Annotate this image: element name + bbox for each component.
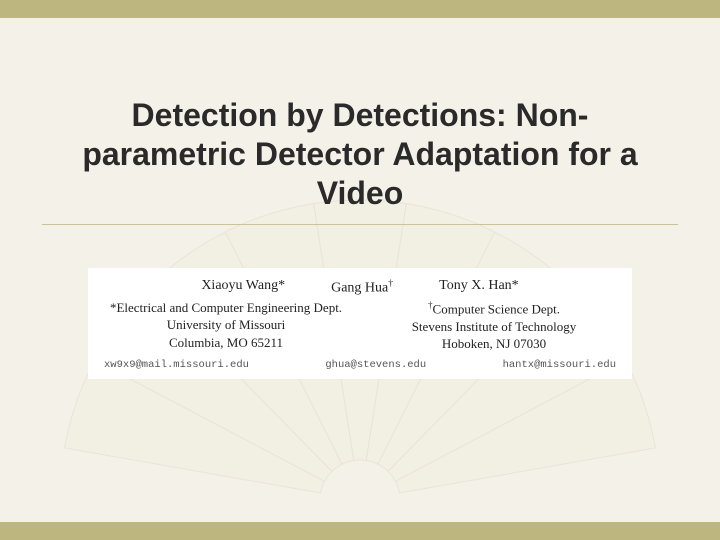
affiliation-left: *Electrical and Computer Engineering Dep… [100,299,360,353]
author-name: Tony X. Han* [439,278,519,297]
title-container: Detection by Detections: Non-parametric … [0,96,720,213]
author-email: ghua@stevens.edu [325,359,426,371]
affiliations-row: *Electrical and Computer Engineering Dep… [100,299,620,353]
top-accent-bar [0,0,720,18]
author-name: Xiaoyu Wang* [201,278,285,297]
authors-box: Xiaoyu Wang* Gang Hua† Tony X. Han* *Ele… [88,268,632,379]
author-names-row: Xiaoyu Wang* Gang Hua† Tony X. Han* [100,278,620,297]
slide-title: Detection by Detections: Non-parametric … [70,96,650,213]
emails-row: xw9x9@mail.missouri.edu ghua@stevens.edu… [100,359,620,371]
author-name: Gang Hua† [331,278,393,297]
author-email: hantx@missouri.edu [503,359,616,371]
bottom-accent-bar [0,522,720,540]
author-email: xw9x9@mail.missouri.edu [104,359,249,371]
affiliation-right: †Computer Science Dept. Stevens Institut… [360,299,620,353]
horizontal-divider [42,224,678,225]
